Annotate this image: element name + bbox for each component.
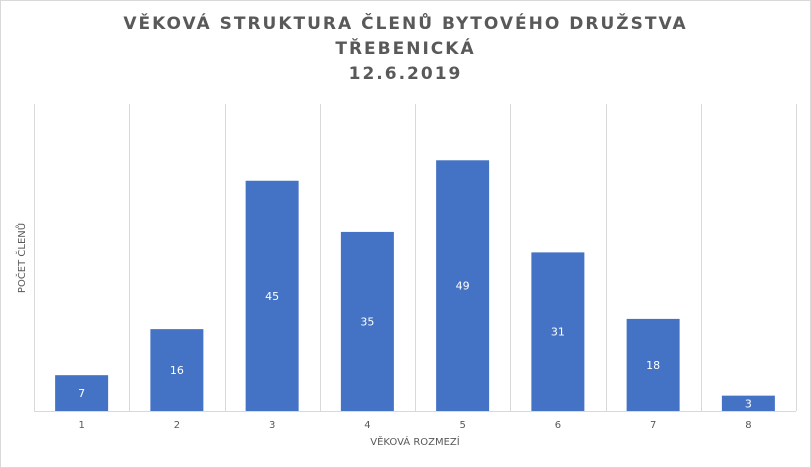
x-tick-label: 4	[364, 420, 370, 431]
bar-value-label: 35	[360, 315, 374, 328]
x-tick-label: 1	[78, 420, 84, 431]
chart-title-line-1: VĚKOVÁ STRUKTURA ČLENŮ BYTOVÉHO DRUŽSTVA	[123, 14, 688, 34]
bar-3	[245, 180, 299, 411]
x-tick-label: 7	[650, 420, 656, 431]
bar-1	[55, 375, 109, 411]
bar-8	[721, 395, 775, 411]
bar-value-label: 45	[265, 290, 279, 303]
bars	[55, 160, 775, 411]
bar-5	[436, 160, 490, 411]
bar-labels: 7 16 45 35 49 31 18 3	[78, 280, 752, 411]
bar-value-label: 31	[551, 326, 565, 339]
bar-value-label: 16	[170, 364, 184, 377]
bar-value-label: 3	[745, 397, 752, 410]
bar-6	[531, 252, 585, 411]
bar-7	[626, 318, 680, 411]
grid-lines	[34, 104, 797, 411]
x-tick-label: 6	[555, 420, 561, 431]
x-tick-label: 5	[459, 420, 465, 431]
bar-value-label: 49	[456, 280, 470, 293]
bar-2	[150, 329, 204, 411]
bar-4	[340, 231, 394, 411]
chart-title-line-3: 12.6.2019	[348, 64, 463, 84]
y-axis-label: POČET ČLENŮ	[15, 223, 28, 293]
chart-title-line-2: TŘEBENICKÁ	[335, 39, 476, 59]
x-axis-label: VĚKOVÁ ROZMEZÍ	[370, 435, 460, 448]
x-tick-label: 3	[269, 420, 275, 431]
x-tick-label: 2	[174, 420, 180, 431]
x-tick-label: 8	[745, 420, 751, 431]
bar-value-label: 18	[646, 359, 660, 372]
x-tick-labels: 1 2 3 4 5 6 7 8	[78, 420, 751, 431]
bar-value-label: 7	[78, 387, 85, 400]
